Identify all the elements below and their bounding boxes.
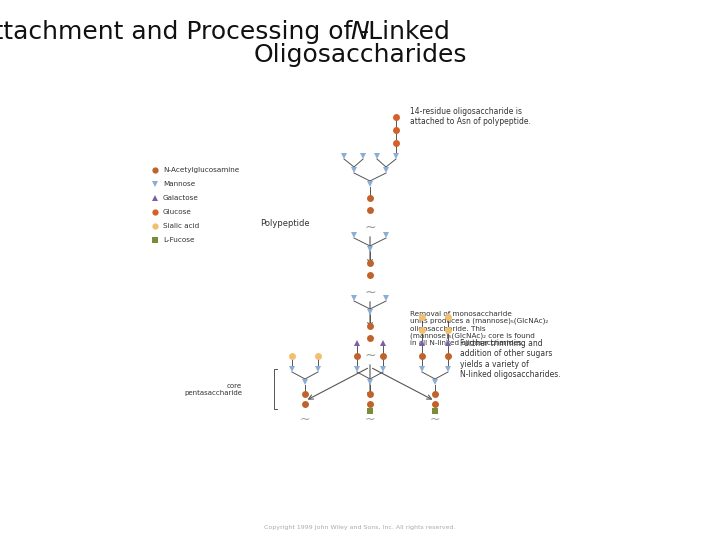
Text: ~: ~	[364, 349, 376, 363]
Text: Removal of monosaccharide
units produces a (mannose)₅(GlcNAc)₂
oligosaccharide. : Removal of monosaccharide units produces…	[410, 311, 548, 346]
Text: Polypeptide: Polypeptide	[261, 219, 310, 228]
Text: N: N	[351, 20, 369, 44]
Text: Glucose: Glucose	[163, 209, 192, 215]
Text: L-Fucose: L-Fucose	[163, 237, 194, 243]
Text: ~: ~	[300, 413, 310, 426]
Text: Sialic acid: Sialic acid	[163, 223, 199, 229]
Text: N-Acetylglucosamine: N-Acetylglucosamine	[163, 167, 239, 173]
Text: Further trimming and
addition of other sugars
yields a variety of
N-linked oligo: Further trimming and addition of other s…	[460, 339, 561, 379]
Text: -Linked: -Linked	[360, 20, 451, 44]
Text: Galactose: Galactose	[163, 195, 199, 201]
Text: core
pentasaccharide: core pentasaccharide	[184, 382, 242, 395]
Text: Copyright 1999 John Wiley and Sons, Inc. All rights reserved.: Copyright 1999 John Wiley and Sons, Inc.…	[264, 525, 456, 530]
Text: Oligosaccharides: Oligosaccharides	[253, 43, 467, 67]
Text: ~: ~	[430, 413, 440, 426]
Text: ~: ~	[364, 221, 376, 235]
Text: Attachment and Processing of: Attachment and Processing of	[0, 20, 360, 44]
Text: 14-residue oligosaccharide is
attached to Asn of polypeptide.: 14-residue oligosaccharide is attached t…	[410, 107, 531, 126]
Text: ~: ~	[364, 286, 376, 300]
Text: Mannose: Mannose	[163, 181, 195, 187]
Text: ~: ~	[365, 413, 375, 426]
